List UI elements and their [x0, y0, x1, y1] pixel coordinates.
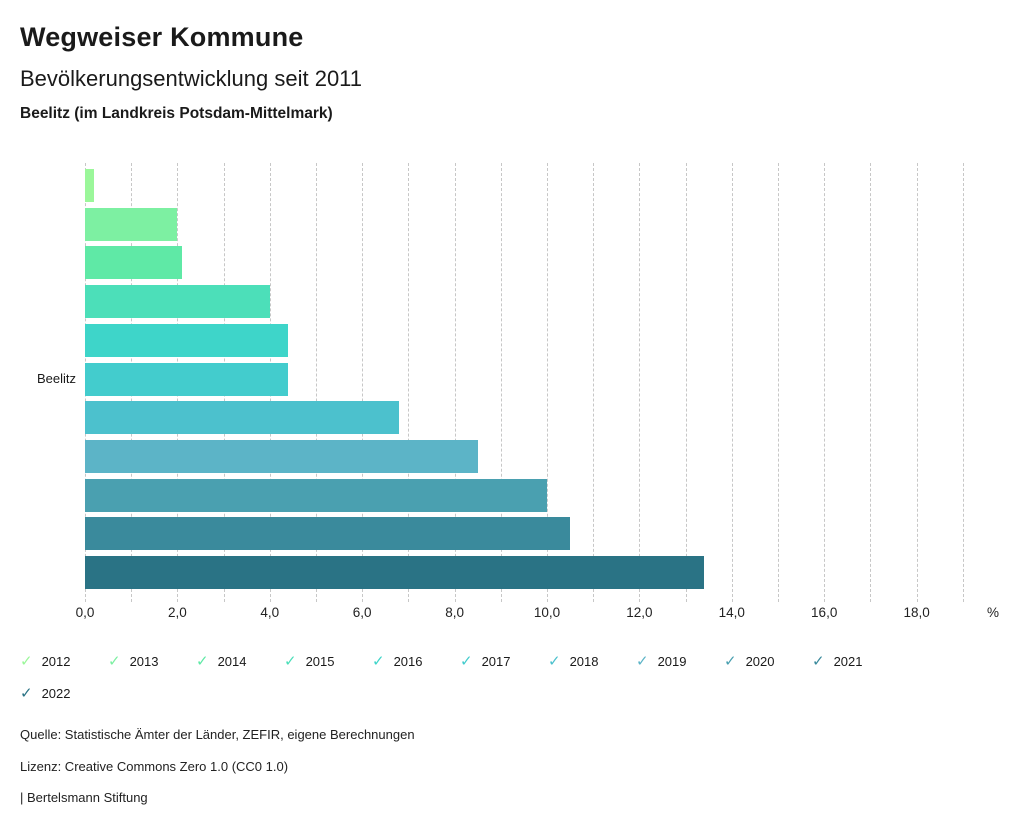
legend-item-label: 2015	[305, 654, 335, 669]
source-text: Quelle: Statistische Ämter der Länder, Z…	[20, 727, 415, 742]
check-icon: ✓	[20, 653, 33, 670]
x-tick-label: 16,0	[811, 605, 838, 620]
check-icon: ✓	[460, 653, 473, 670]
gridline	[731, 163, 733, 602]
gridline	[408, 163, 410, 602]
legend-item-2012[interactable]: ✓ 2012	[20, 652, 71, 674]
legend-item-label: 2018	[569, 654, 599, 669]
gridline	[778, 163, 779, 602]
legend-item-label: 2019	[657, 654, 687, 669]
gridline	[916, 163, 918, 602]
gridline	[593, 163, 595, 602]
legend-item-label: 2014	[217, 654, 247, 669]
bar-2017[interactable]	[85, 362, 289, 396]
x-tick-label: 2,0	[168, 605, 187, 620]
gridline	[824, 163, 826, 602]
x-tick-label: 4,0	[260, 605, 280, 620]
legend-item-2020[interactable]: ✓ 2020	[724, 652, 775, 674]
legend-item-label: 2020	[745, 654, 775, 669]
legend-item-label: 2017	[481, 654, 511, 669]
x-tick-label: 10,0	[533, 605, 561, 620]
legend-item-2013[interactable]: ✓ 2013	[108, 652, 159, 674]
license-text: Lizenz: Creative Commons Zero 1.0 (CC0 1…	[20, 758, 289, 774]
check-icon: ✓	[20, 685, 33, 702]
legend-item-2022[interactable]: ✓ 2022	[20, 684, 71, 706]
legend: ✓ 2012 ✓ 2013 ✓ 2014 ✓ 2015 ✓ 2016 ✓ 2017 ✓ 2018 ✓ 2019…	[0, 652, 1024, 716]
bar-2021[interactable]	[85, 517, 571, 551]
x-tick-label: 8,0	[445, 605, 464, 620]
y-axis-label: Beelitz	[36, 371, 76, 386]
legend-item-label: 2021	[833, 654, 863, 669]
region-title: Beelitz (im Landkreis Potsdam-Mittelmark…	[20, 105, 333, 122]
x-tick-label: 0,0	[75, 605, 95, 620]
legend-item-2019[interactable]: ✓ 2019	[636, 652, 687, 674]
page-title: Wegweiser Kommune	[20, 22, 304, 52]
bar-chart: Beelitz 0,0 2,0 4,0 6,0 8,0 10,0 12,0 14,0 16,0 1…	[37, 163, 1015, 633]
gridline	[454, 163, 456, 602]
gridline	[547, 163, 548, 602]
gridline	[500, 163, 502, 602]
legend-item-label: 2013	[129, 654, 159, 669]
bar-2015[interactable]	[85, 285, 270, 319]
gridline	[962, 163, 964, 602]
bar-2012[interactable]	[85, 169, 95, 202]
check-icon: ✓	[108, 653, 121, 670]
legend-item-2015[interactable]: ✓ 2015	[284, 652, 335, 674]
gridline	[870, 163, 872, 602]
gridline	[316, 163, 317, 602]
bar-2022[interactable]	[85, 556, 705, 589]
check-icon: ✓	[196, 653, 209, 670]
bar-2018[interactable]	[85, 401, 400, 435]
legend-item-label: 2016	[393, 654, 423, 669]
attribution-text: | Bertelsmann Stiftung	[20, 790, 148, 805]
check-icon: ✓	[372, 653, 385, 670]
legend-item-2018[interactable]: ✓ 2018	[548, 652, 599, 674]
legend-item-label: 2022	[41, 686, 71, 701]
x-axis: 0,0 2,0 4,0 6,0 8,0 10,0 12,0 14,0 16,0 18,0%	[76, 604, 1015, 624]
x-tick-label: 12,0	[626, 605, 653, 620]
check-icon: ✓	[636, 653, 649, 670]
check-icon: ✓	[548, 653, 561, 670]
bar-2020[interactable]	[85, 478, 547, 512]
legend-item-label: 2012	[41, 654, 71, 669]
bar-2016[interactable]	[85, 323, 289, 357]
legend-item-2017[interactable]: ✓ 2017	[460, 652, 511, 674]
gridline	[362, 163, 364, 602]
x-tick-label: 6,0	[352, 605, 372, 620]
legend-item-2014[interactable]: ✓ 2014	[196, 652, 247, 674]
check-icon: ✓	[724, 653, 737, 670]
check-icon: ✓	[812, 653, 825, 670]
footer: Quelle: Statistische Ämter der Länder, Z…	[20, 728, 415, 823]
chart-subtitle: Bevölkerungsentwicklung seit 2011	[20, 66, 363, 91]
check-icon: ✓	[284, 653, 297, 670]
gridline	[639, 163, 641, 602]
x-tick-label: 14,0	[718, 605, 745, 620]
bar-2019[interactable]	[85, 439, 478, 473]
gridline	[685, 163, 687, 602]
plot-area: Beelitz	[37, 163, 964, 602]
bar-2014[interactable]	[85, 246, 183, 280]
x-tick-label: 18,0	[903, 605, 930, 620]
x-axis-unit-label: %	[986, 605, 999, 620]
bar-2013[interactable]	[85, 207, 178, 241]
legend-item-2016[interactable]: ✓ 2016	[372, 652, 423, 674]
legend-item-2021[interactable]: ✓ 2021	[812, 652, 863, 674]
